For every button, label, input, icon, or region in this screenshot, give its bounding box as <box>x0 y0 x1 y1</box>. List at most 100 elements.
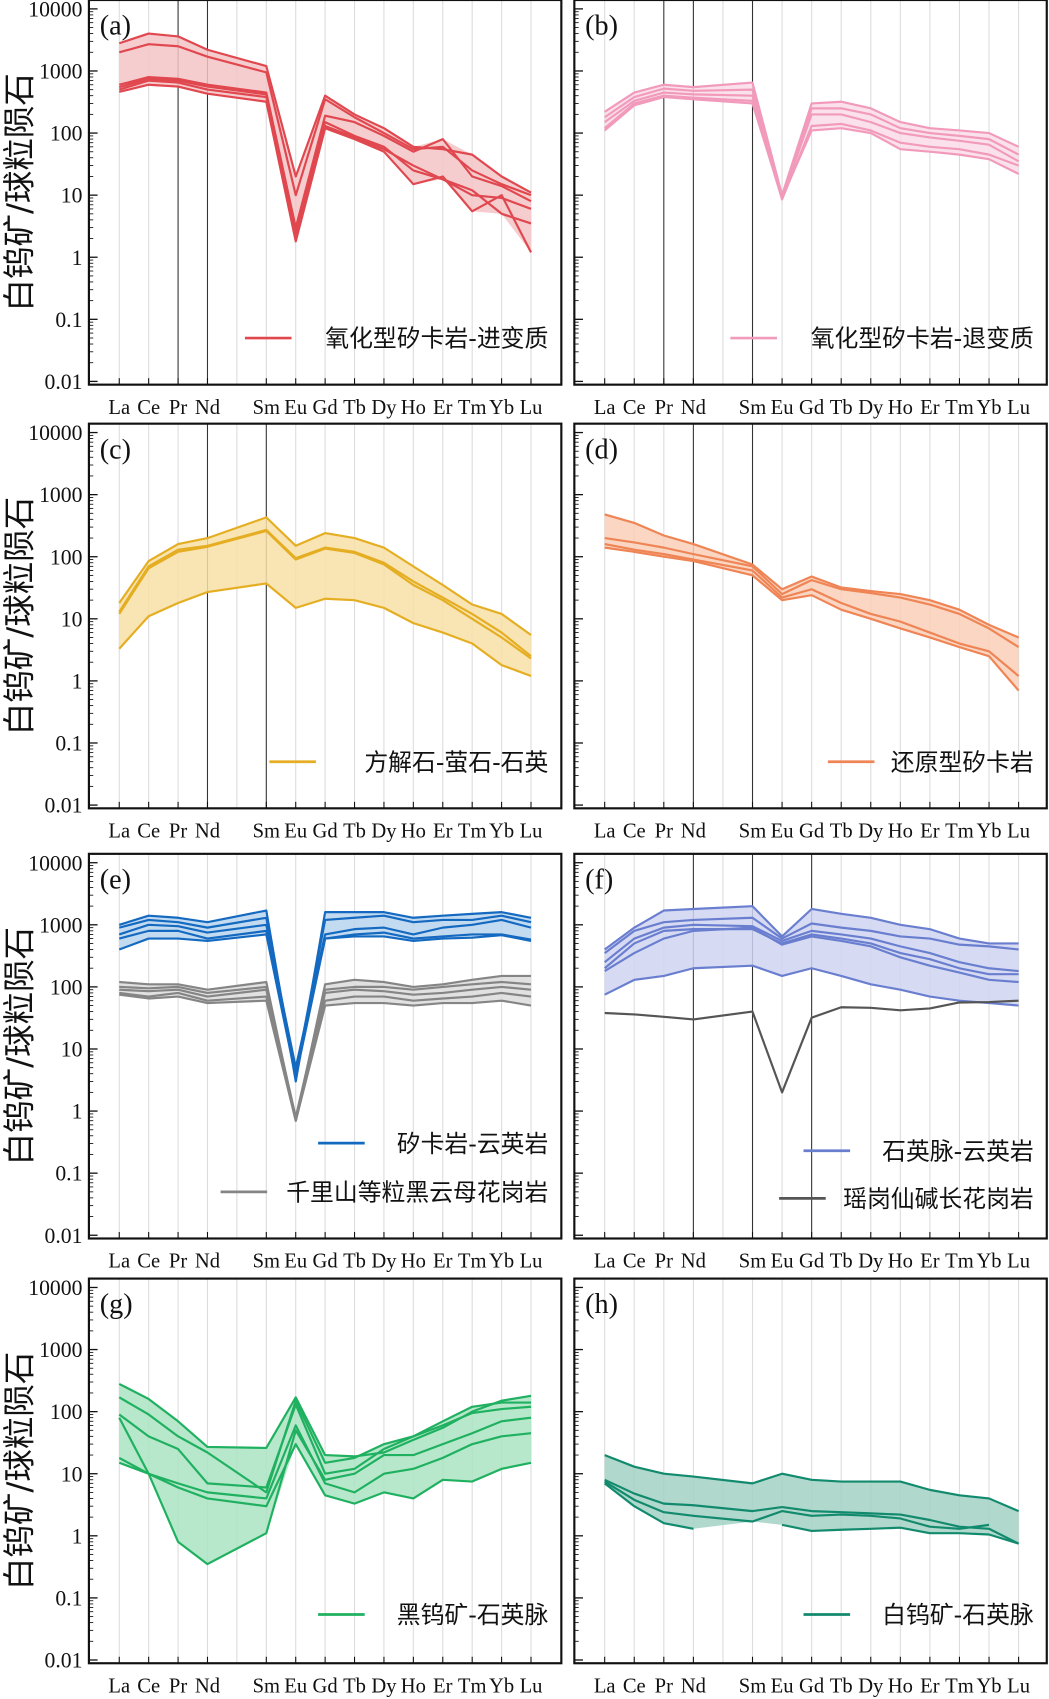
x-tick-label: Dy <box>371 821 397 843</box>
series-line <box>604 537 1020 649</box>
panel-label: (h) <box>585 1289 618 1320</box>
x-tick-label: Dy <box>371 1251 397 1273</box>
y-tick-label: 10 <box>61 184 83 208</box>
series-line <box>118 918 532 1069</box>
x-tick-label: Pr <box>655 397 673 419</box>
x-tick-label: Gd <box>799 1675 825 1697</box>
x-tick-label: Yb <box>489 397 514 419</box>
legend-label: 氧化型矽卡岩-进变质 <box>325 325 548 353</box>
y-tick-label: 10000 <box>28 421 82 445</box>
x-tick-label: Ce <box>623 397 646 419</box>
legend-label: 氧化型矽卡岩-退变质 <box>811 325 1034 353</box>
y-tick-label: 100 <box>50 975 82 999</box>
x-tick-label: Ho <box>888 821 913 843</box>
x-tick-label: Gd <box>313 821 339 843</box>
series-line <box>118 516 532 636</box>
x-tick-label: Ho <box>401 397 426 419</box>
x-tick-label: Sm <box>739 1675 766 1697</box>
y-tick-label: 100 <box>50 122 82 146</box>
x-tick-label: Ho <box>888 397 913 419</box>
series-line <box>604 87 1020 200</box>
x-tick-label: Lu <box>520 821 543 843</box>
y-tick-label: 10 <box>61 1038 83 1062</box>
legend-label: 白钨矿-石英脉 <box>882 1601 1034 1629</box>
x-tick-label: Er <box>920 1675 940 1697</box>
series-line <box>118 529 532 660</box>
x-tick-label: Sm <box>253 821 280 843</box>
x-tick-label: Lu <box>520 397 543 419</box>
series-line <box>118 79 532 238</box>
x-tick-label: Tm <box>945 821 974 843</box>
x-tick-label: Lu <box>1007 1251 1030 1273</box>
x-tick-label: Sm <box>253 1251 280 1273</box>
legend-label: 黑钨矿-石英脉 <box>397 1601 549 1629</box>
plot-frame <box>573 1277 1048 1665</box>
series-line <box>118 1443 532 1508</box>
x-tick-label: La <box>594 397 616 419</box>
plot-frame <box>573 422 1048 810</box>
series-line <box>604 923 1019 973</box>
x-tick-label: Er <box>433 1675 453 1697</box>
series-line <box>118 1403 532 1489</box>
y-axis-title: 白钨矿/球粒陨石 <box>0 927 38 1165</box>
x-tick-label: Gd <box>313 1251 339 1273</box>
x-tick-label: Tm <box>458 821 487 843</box>
x-tick-label: Pr <box>169 821 187 843</box>
x-tick-label: Nd <box>681 1251 707 1273</box>
y-axis-title: 白钨矿/球粒陨石 <box>0 1352 38 1590</box>
y-tick-label: 1000 <box>39 60 82 84</box>
y-tick-label: 100 <box>50 545 82 569</box>
series-line <box>604 926 1019 984</box>
legend-label: 矽卡岩-云英岩 <box>397 1130 549 1158</box>
y-tick-label: 1000 <box>39 913 82 937</box>
y-tick-label: 1 <box>72 669 83 693</box>
legend-label: 石英脉-云英岩 <box>882 1137 1034 1165</box>
series-line <box>118 933 532 1079</box>
x-tick-label: Gd <box>313 1675 339 1697</box>
x-tick-label: Ce <box>137 397 160 419</box>
series-line <box>119 974 532 1122</box>
x-tick-label: Tm <box>458 1675 487 1697</box>
y-tick-label: 100 <box>50 1400 82 1424</box>
x-tick-label: Gd <box>313 397 339 419</box>
x-tick-label: Lu <box>1007 821 1030 843</box>
x-tick-label: Ce <box>137 1675 160 1697</box>
x-tick-label: Tb <box>830 821 853 843</box>
x-tick-label: Nd <box>195 1675 221 1697</box>
x-tick-label: La <box>594 1675 616 1697</box>
x-tick-label: Tb <box>830 1251 853 1273</box>
series-line <box>118 32 532 194</box>
x-tick-label: La <box>108 1251 130 1273</box>
series-line <box>604 905 1019 951</box>
y-tick-label: 10 <box>61 607 83 631</box>
series-line <box>604 916 1019 954</box>
panel-label: (g) <box>100 1289 133 1320</box>
series-line <box>604 81 1020 197</box>
series-line <box>604 1454 1020 1513</box>
x-tick-label: Lu <box>1007 397 1030 419</box>
x-tick-label: Yb <box>976 1251 1001 1273</box>
series-line <box>118 909 532 1083</box>
x-tick-label: Ce <box>137 1251 160 1273</box>
x-tick-label: Pr <box>169 1675 187 1697</box>
series-line <box>118 83 532 253</box>
x-tick-label: Tb <box>343 1675 366 1697</box>
x-tick-label: Eu <box>284 821 307 843</box>
series-line <box>603 928 1019 976</box>
legend-label: 千里山等粒黑云母花岗岩 <box>286 1179 548 1207</box>
x-tick-label: Dy <box>858 1675 884 1697</box>
y-tick-label: 1 <box>72 1100 83 1124</box>
x-tick-label: Sm <box>739 1251 766 1273</box>
x-tick-label: Yb <box>976 1675 1001 1697</box>
panel-label: (d) <box>585 434 618 465</box>
x-tick-label: Ho <box>401 1251 426 1273</box>
x-tick-label: Lu <box>520 1675 543 1697</box>
x-tick-label: Pr <box>169 1251 187 1273</box>
y-tick-label: 0.01 <box>45 370 83 394</box>
x-tick-label: Er <box>433 821 453 843</box>
series-line <box>604 999 1019 1094</box>
y-tick-label: 0.01 <box>45 1224 83 1248</box>
x-tick-label: Nd <box>195 397 221 419</box>
